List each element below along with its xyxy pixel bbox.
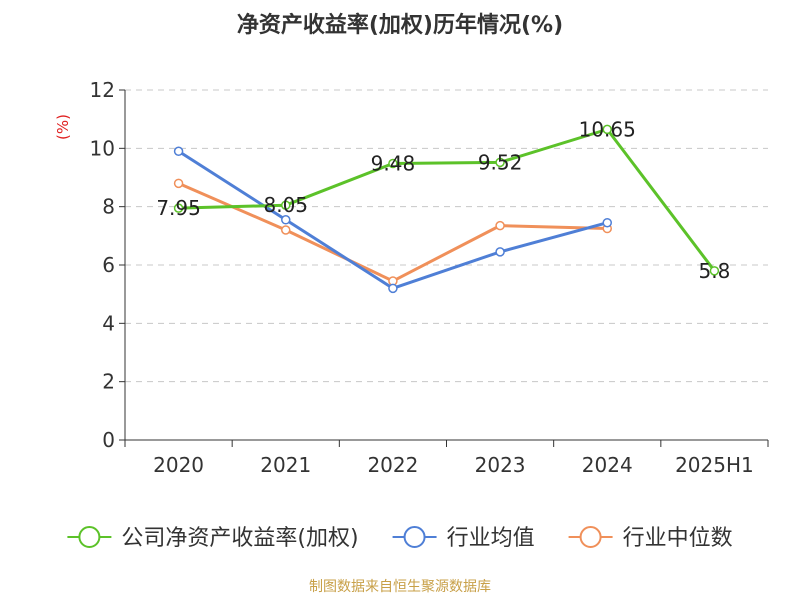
data-point [281,200,291,210]
data-point [281,225,291,235]
data-point [495,220,505,231]
x-tick-label: 2025H1 [675,453,754,477]
data-point [602,124,612,135]
source-note: 制图数据来自恒生聚源数据库 [309,579,491,595]
y-tick-label: 10 [90,136,115,160]
data-point [388,158,398,169]
grid-lines [125,89,768,383]
legend-label: 行业均值 [447,526,535,551]
data-label: 9.52 [478,150,523,174]
legend-item: 行业均值 [392,526,535,551]
x-tick-label: 2020 [153,453,204,477]
data-point [709,266,720,276]
y-tick-label: 2 [102,370,115,394]
legend-marker-icon [78,526,101,548]
legend-label: 公司净资产收益率(加权) [121,526,358,551]
legend-marker-icon [403,526,426,548]
data-label: 7.95 [156,196,201,220]
data-point [173,146,184,156]
y-axis-label: (%) [54,114,72,140]
data-point [173,178,184,189]
legend-item: 公司净资产收益率(加权) [67,526,359,551]
legend: 公司净资产收益率(加权) 行业均值 行业中位数 [67,526,733,551]
x-tick-label: 2021 [260,453,311,477]
y-tick-label: 12 [90,78,115,102]
x-tick-label: 2022 [367,453,418,477]
y-tick-label: 8 [102,195,115,219]
axes: 0 2 4 6 8 10 12 2020 2021 2022 2023 2024 2025H1 [90,78,769,477]
series-line [177,181,608,283]
x-tick-label: 2024 [582,453,633,477]
data-label: 5.8 [699,259,731,283]
legend-item: 行业中位数 [568,526,733,551]
y-tick-label: 4 [102,311,115,335]
data-point [173,203,184,213]
data-point [281,215,291,225]
data-point [602,217,612,228]
x-tick-label: 2023 [475,453,526,477]
data-labels: 7.95 8.05 9.48 9.52 10.65 5.8 [156,117,730,282]
data-label: 10.65 [579,117,636,141]
legend-marker-icon [579,526,602,548]
y-tick-label: 0 [102,428,115,452]
data-point [495,247,505,257]
chart-title: 净资产收益率(加权)历年情况(%) [237,12,563,38]
series-lines [173,124,720,294]
data-point [388,283,398,294]
data-label: 8.05 [263,193,308,217]
data-label: 9.48 [371,152,416,176]
legend-label: 行业中位数 [623,526,733,551]
series-line [178,127,716,272]
y-tick-label: 6 [102,253,115,277]
data-point [495,157,505,168]
